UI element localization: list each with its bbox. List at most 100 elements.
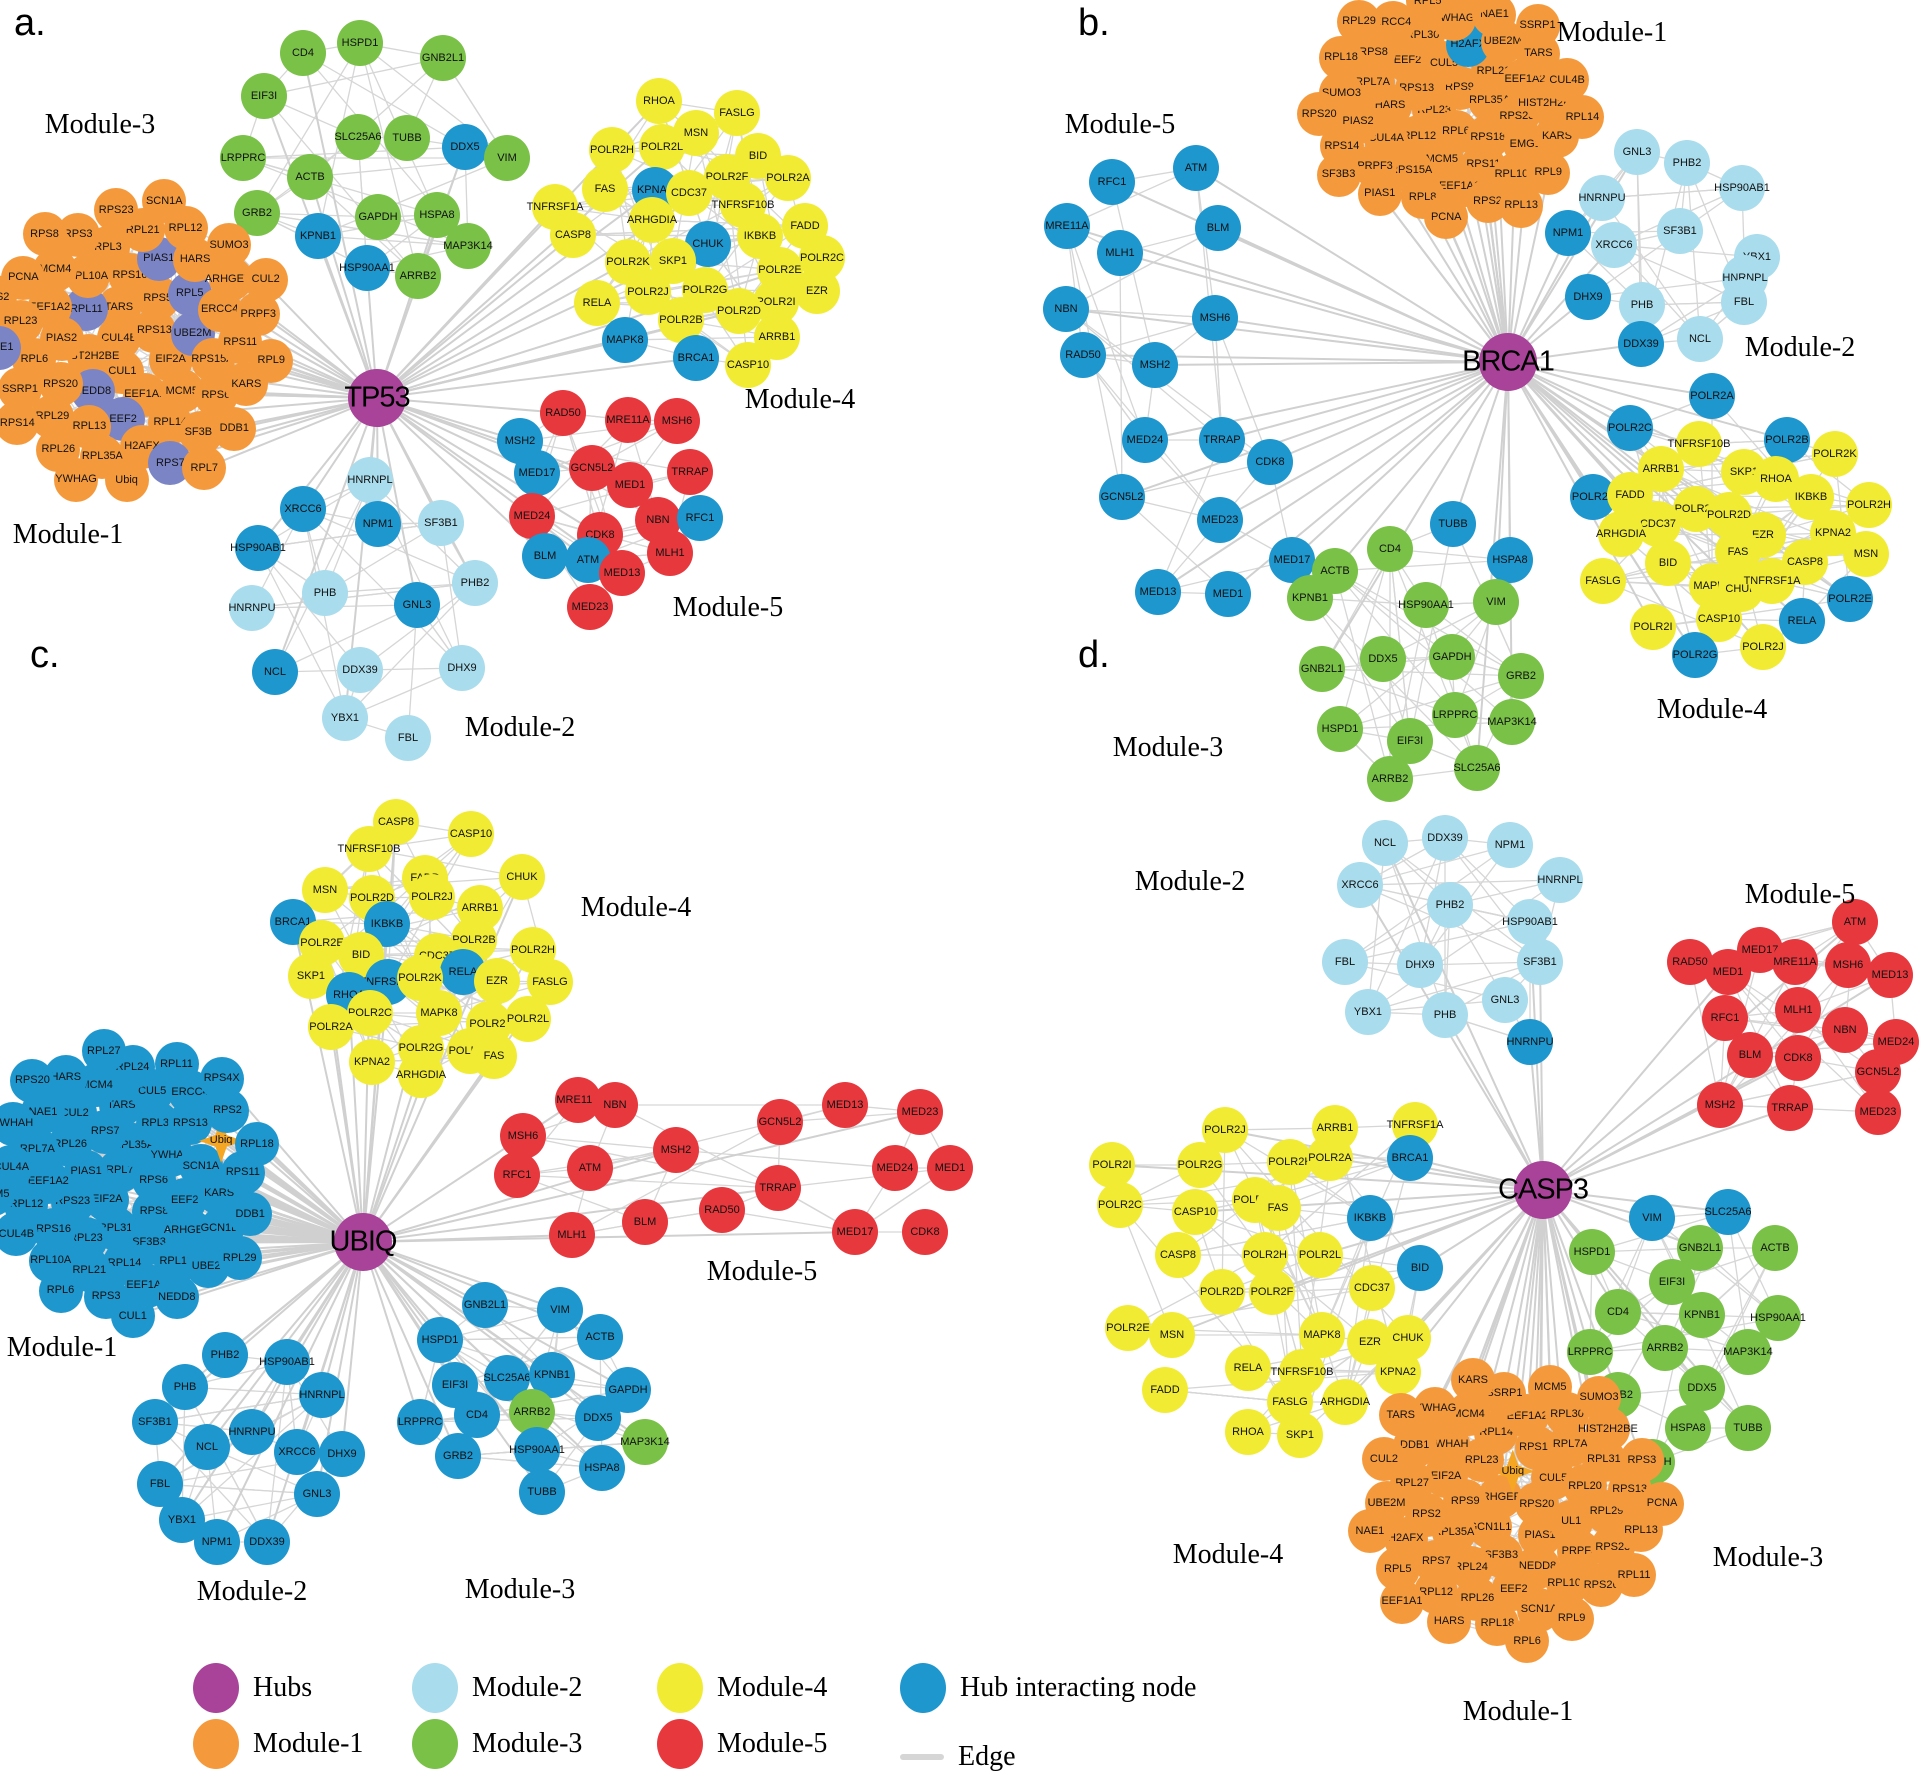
gene-node[interactable]: HSPD1 xyxy=(417,1317,463,1363)
gene-node[interactable]: POLR2D xyxy=(716,288,762,334)
gene-node[interactable]: DHX9 xyxy=(1565,274,1611,320)
gene-node[interactable]: XRCC6 xyxy=(1337,862,1383,908)
gene-node[interactable]: BLM xyxy=(522,533,568,579)
gene-node[interactable]: POLR2L xyxy=(1297,1232,1343,1278)
gene-node[interactable]: EZR xyxy=(794,268,840,314)
gene-node[interactable]: GNL3 xyxy=(1614,129,1660,175)
gene-node[interactable]: GNL3 xyxy=(1482,977,1528,1023)
gene-node[interactable]: CDK8 xyxy=(1775,1035,1821,1081)
gene-node[interactable]: MED23 xyxy=(567,584,613,630)
gene-node[interactable]: RPL9 xyxy=(249,338,294,383)
gene-node[interactable]: RPS20 xyxy=(10,1058,55,1103)
gene-node[interactable]: NPM1 xyxy=(1545,210,1591,256)
gene-node[interactable]: ARRB2 xyxy=(1367,756,1413,802)
gene-node[interactable]: FAS xyxy=(1255,1185,1301,1231)
gene-node[interactable]: RELA xyxy=(574,280,620,326)
gene-node[interactable]: KPNB1 xyxy=(295,213,341,259)
gene-node[interactable]: MAP3K14 xyxy=(620,1419,670,1465)
gene-node[interactable]: RELA xyxy=(1779,598,1825,644)
gene-node[interactable]: KPNA2 xyxy=(1375,1349,1421,1395)
gene-node[interactable]: FASLG xyxy=(1580,558,1626,604)
gene-node[interactable]: RHOA xyxy=(1225,1409,1271,1455)
gene-node[interactable]: POLR2C xyxy=(1607,405,1653,451)
gene-node[interactable]: YBX1 xyxy=(1345,989,1391,1035)
gene-node[interactable]: MSH6 xyxy=(1192,295,1238,341)
gene-node[interactable]: IKBKB xyxy=(1347,1195,1393,1241)
gene-node[interactable]: NCL xyxy=(1362,820,1408,866)
gene-node[interactable]: FASLG xyxy=(714,90,760,136)
gene-node[interactable]: POLR2B xyxy=(1764,417,1810,463)
gene-node[interactable]: RAD50 xyxy=(540,390,586,436)
gene-node[interactable]: CDC37 xyxy=(1349,1265,1395,1311)
gene-node[interactable]: MED1 xyxy=(1205,571,1251,617)
gene-node[interactable]: POLR2K xyxy=(1267,1139,1313,1185)
gene-node[interactable]: RPL14 xyxy=(1560,95,1605,140)
gene-node[interactable]: POLR2F xyxy=(1249,1269,1295,1315)
gene-node[interactable]: POLR2A xyxy=(1689,373,1735,419)
gene-node[interactable]: HSP90AA1 xyxy=(339,245,395,291)
gene-node[interactable]: FAS xyxy=(582,166,628,212)
gene-node[interactable]: CDC37 xyxy=(666,170,712,216)
gene-node[interactable]: HSPD1 xyxy=(337,20,383,66)
gene-node[interactable]: MSH6 xyxy=(1825,942,1871,988)
gene-node[interactable]: NBN xyxy=(1822,1007,1868,1053)
gene-node[interactable]: MLH1 xyxy=(549,1212,595,1258)
gene-node[interactable]: POLR2G xyxy=(1177,1142,1223,1188)
gene-node[interactable]: RHOA xyxy=(636,78,682,124)
gene-node[interactable]: MSH2 xyxy=(1132,342,1178,388)
gene-node[interactable]: NEDD8 xyxy=(154,1275,199,1320)
gene-node[interactable]: NCL xyxy=(1677,316,1723,362)
gene-node[interactable]: POLR2C xyxy=(347,990,393,1036)
gene-node[interactable]: MED17 xyxy=(832,1209,878,1255)
gene-node[interactable]: PCNA xyxy=(1640,1481,1685,1526)
gene-node[interactable]: RPL13 xyxy=(1499,183,1544,228)
gene-node[interactable]: YWHAH xyxy=(0,1101,35,1146)
gene-node[interactable]: CDK8 xyxy=(1247,439,1293,485)
gene-node[interactable]: NCL xyxy=(184,1424,230,1470)
gene-node[interactable]: POLR2A xyxy=(1307,1135,1353,1181)
gene-node[interactable]: VIM xyxy=(1473,579,1519,625)
gene-node[interactable]: POLR2D xyxy=(1199,1269,1245,1315)
gene-node[interactable]: RFC1 xyxy=(494,1152,540,1198)
gene-node[interactable]: ACTB xyxy=(1752,1225,1798,1271)
gene-node[interactable]: NCL xyxy=(252,649,298,695)
gene-node[interactable]: TRRAP xyxy=(755,1165,801,1211)
gene-node[interactable]: HSP90AB1 xyxy=(230,525,286,571)
gene-node[interactable]: PHB2 xyxy=(1427,882,1473,928)
gene-node[interactable]: BRCA1 xyxy=(673,335,719,381)
gene-node[interactable]: POLR2H xyxy=(589,127,635,173)
gene-node[interactable]: TUBB xyxy=(1725,1405,1771,1451)
gene-node[interactable]: MSH6 xyxy=(500,1113,546,1159)
gene-node[interactable]: KPNA2 xyxy=(349,1039,395,1085)
gene-node[interactable]: SUMO3 xyxy=(1577,1375,1622,1420)
gene-node[interactable]: DDB1 xyxy=(212,406,257,451)
gene-node[interactable]: FBL xyxy=(137,1461,183,1507)
gene-node[interactable]: PCNA xyxy=(1424,195,1469,240)
gene-node[interactable]: DDX5 xyxy=(1679,1365,1725,1411)
gene-node[interactable]: RPL6 xyxy=(1505,1619,1550,1664)
gene-node[interactable]: MAP3K14 xyxy=(1723,1329,1773,1375)
gene-node[interactable]: MED13 xyxy=(599,550,645,596)
gene-node[interactable]: BLM xyxy=(1195,205,1241,251)
gene-node[interactable]: KPNB1 xyxy=(1287,575,1333,621)
gene-node[interactable]: POLR2K xyxy=(605,239,651,285)
gene-node[interactable]: PHB xyxy=(162,1364,208,1410)
gene-node[interactable]: VIM xyxy=(1629,1195,1675,1241)
gene-node[interactable]: SUMO3 xyxy=(207,223,252,268)
gene-node[interactable]: NBN xyxy=(1043,286,1089,332)
gene-node[interactable]: FBL xyxy=(385,715,431,761)
gene-node[interactable]: RPS20 xyxy=(1297,92,1342,137)
gene-node[interactable]: DHX9 xyxy=(319,1431,365,1477)
gene-node[interactable]: MRE11A xyxy=(605,397,651,443)
gene-node[interactable]: SKP1 xyxy=(288,953,334,999)
gene-node[interactable]: MED17 xyxy=(514,450,560,496)
gene-node[interactable]: POLR2J xyxy=(1202,1107,1248,1153)
gene-node[interactable]: RFC1 xyxy=(677,495,723,541)
gene-node[interactable]: MCM5 xyxy=(0,1172,16,1217)
gene-node[interactable]: HNRNPL xyxy=(299,1372,345,1418)
gene-node[interactable]: MED13 xyxy=(1135,569,1181,615)
hub-node-casp3[interactable] xyxy=(1514,1161,1572,1219)
gene-node[interactable]: RPS4X xyxy=(199,1056,244,1101)
gene-node[interactable]: GNB2L1 xyxy=(1299,646,1345,692)
gene-node[interactable]: HSPA8 xyxy=(579,1445,625,1491)
